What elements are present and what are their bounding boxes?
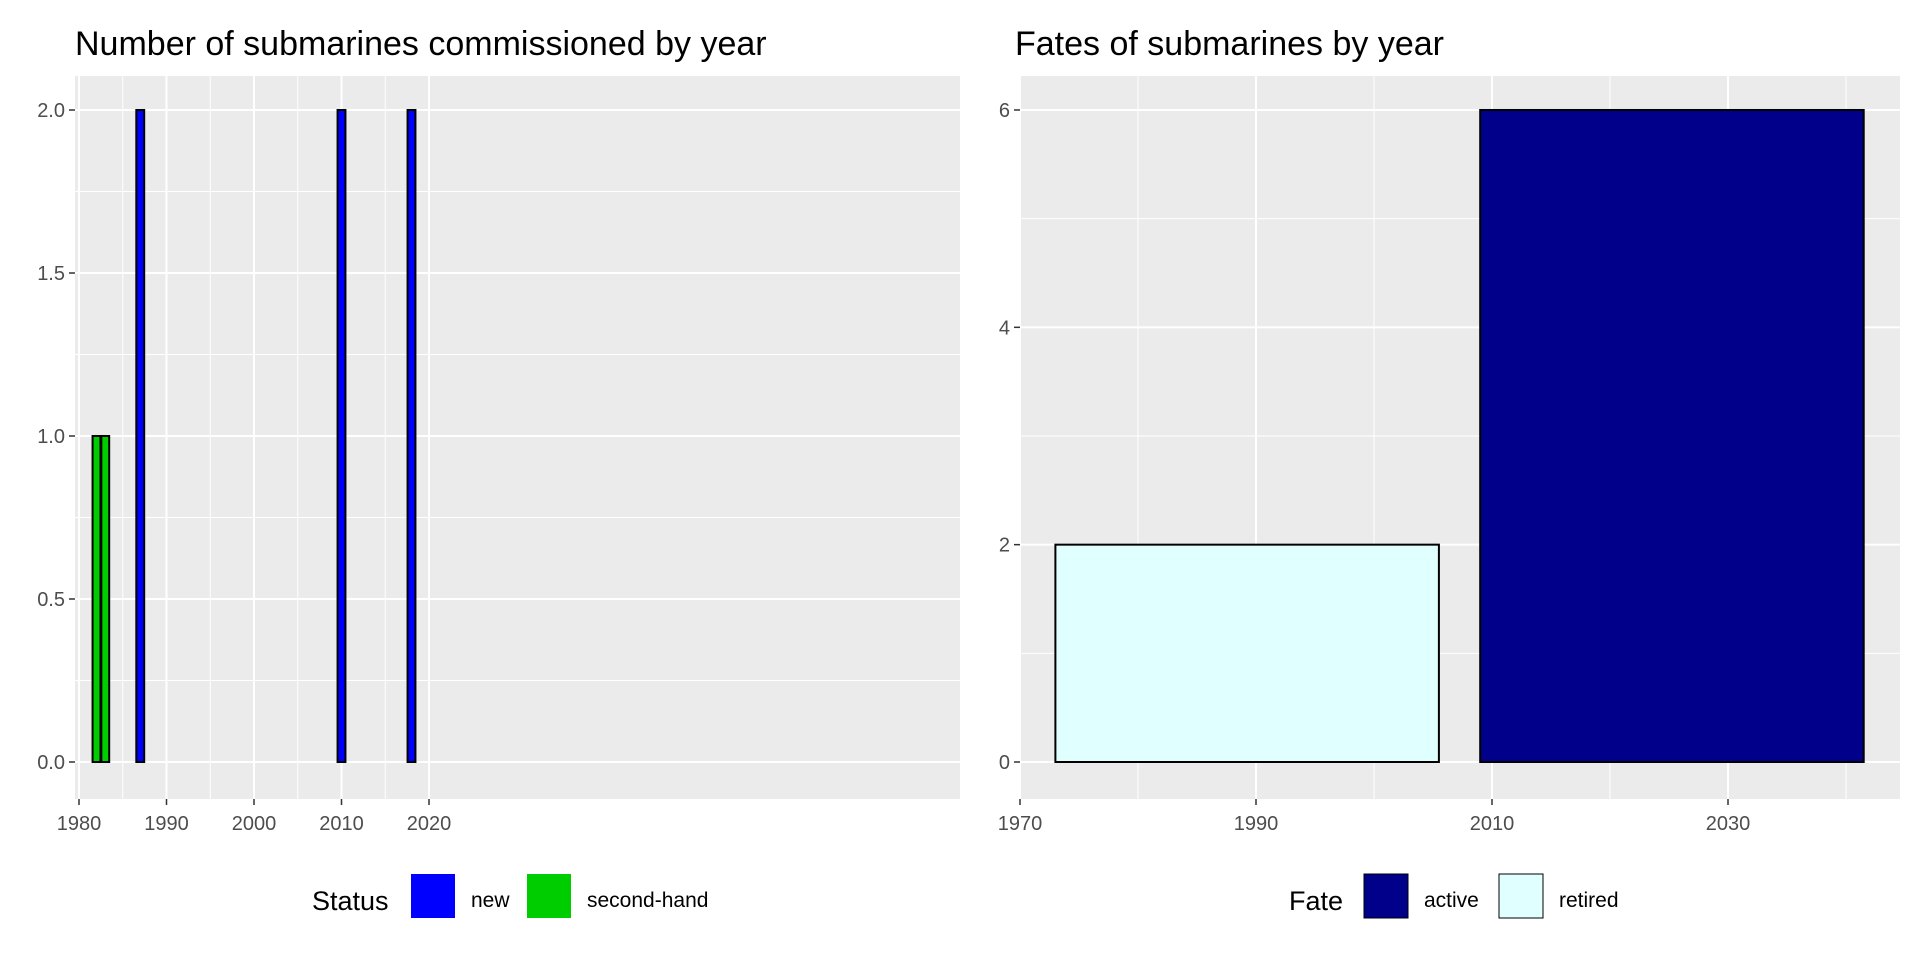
legend-swatch-new: [411, 874, 455, 918]
legend-label-retired: retired: [1559, 889, 1619, 912]
x-tick-label: 1980: [57, 813, 102, 835]
x-tick-label: 2020: [407, 813, 452, 835]
y-tick-label: 6: [999, 100, 1010, 122]
x-tick-label: 2010: [319, 813, 364, 835]
chart-title: Fates of submarines by year: [1015, 25, 1444, 63]
plot-background: [75, 76, 960, 799]
x-tick-label: 2010: [1470, 813, 1515, 835]
y-tick-label: 1.0: [37, 426, 65, 448]
y-tick-label: 1.5: [37, 263, 65, 285]
x-tick-label: 1990: [144, 813, 189, 835]
bars: [91, 109, 417, 763]
chart-title: Number of submarines commissioned by yea…: [75, 25, 767, 63]
legend-label-new: new: [471, 889, 510, 912]
axes: 1980 1990 2000 2010 2020 0.0 0.5 1.0 1.5 2.0: [37, 100, 451, 835]
x-tick-label: 1990: [1234, 813, 1279, 835]
y-tick-label: 4: [999, 317, 1010, 339]
legend: Status new second-hand: [312, 874, 708, 918]
y-tick-label: 2: [999, 535, 1010, 557]
y-tick-label: 0.5: [37, 589, 65, 611]
bar-new: [406, 109, 417, 763]
legend-swatch-retired: [1498, 873, 1544, 919]
x-tick-label: 2000: [232, 813, 277, 835]
x-tick-label: 2030: [1706, 813, 1751, 835]
legend-swatch-active: [1363, 873, 1409, 919]
bar-second-hand: [91, 435, 102, 763]
bar-retired: [1054, 543, 1440, 763]
y-tick-label: 2.0: [37, 100, 65, 122]
legend-title: Status: [312, 886, 389, 916]
legend-title: Fate: [1289, 886, 1343, 916]
legend-label-active: active: [1424, 889, 1479, 912]
x-tick-label: 1970: [998, 813, 1043, 835]
bar-new: [336, 109, 347, 763]
legend: Fate active retired: [1289, 873, 1619, 919]
y-tick-label: 0.0: [37, 752, 65, 774]
chart-panel-commissioned: Number of submarines commissioned by yea…: [37, 25, 960, 918]
legend-swatch-second-hand: [527, 874, 571, 918]
y-tick-label: 0: [999, 752, 1010, 774]
bar-second-hand: [100, 435, 111, 763]
bar-active: [1479, 108, 1865, 764]
bars: [1054, 108, 1865, 764]
bar-new: [135, 109, 146, 763]
chart-panel-fates: Fates of submarines by year 1970 1990 2010…: [998, 25, 1900, 919]
legend-label-second-hand: second-hand: [587, 889, 708, 912]
axes: 1970 1990 2010 2030 0 2 4 6: [998, 100, 1751, 835]
